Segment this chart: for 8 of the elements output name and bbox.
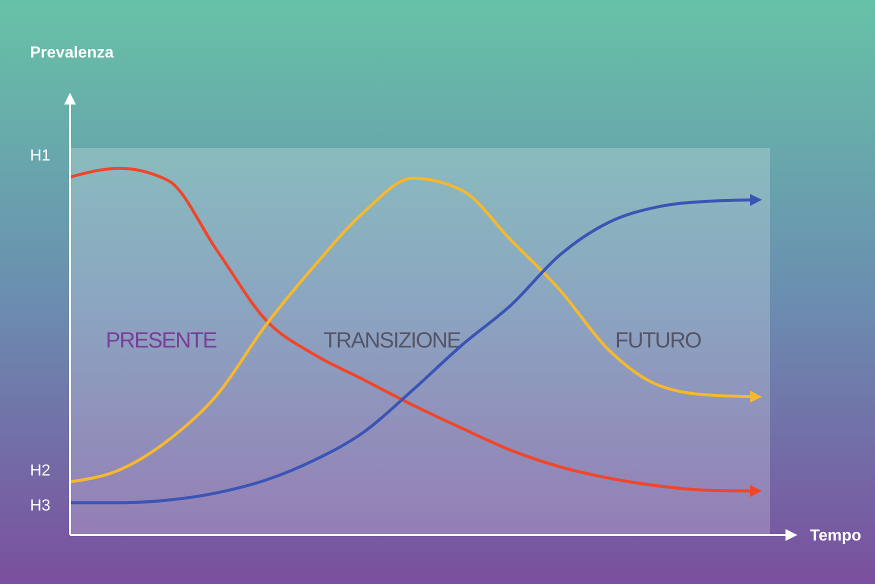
text: Prevalenza [30,44,114,62]
text: H1 [30,148,51,165]
annotation: TRANSIZIONE [324,328,461,353]
annotation: PRESENTE [106,328,217,353]
x-axis-title: Tempo [810,528,862,545]
annotation: FUTURO [615,328,702,353]
text: H2 [30,462,51,480]
text: H3 [30,498,51,515]
